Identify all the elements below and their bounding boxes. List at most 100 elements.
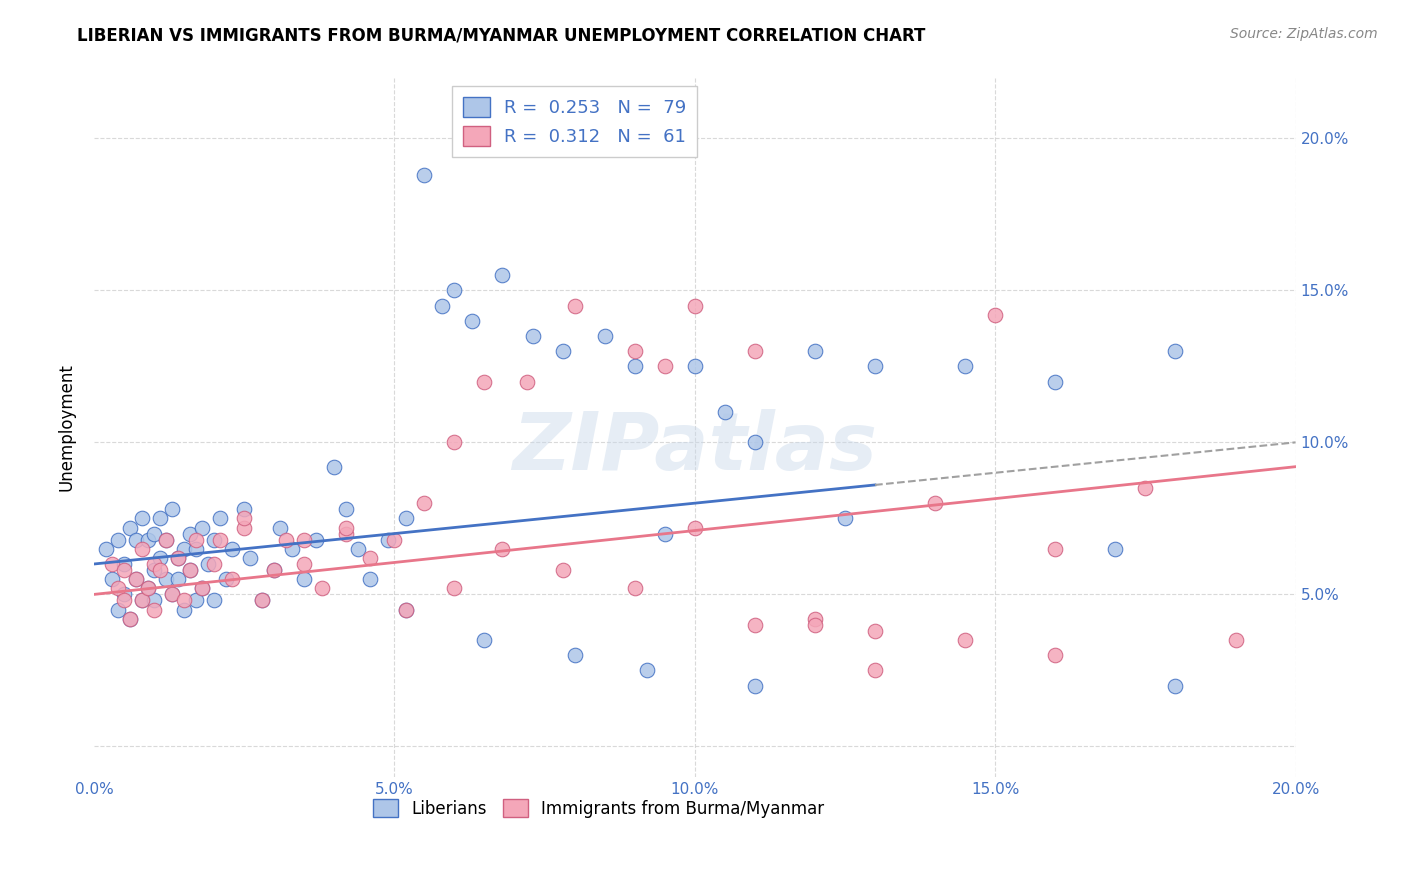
Point: [804, 344, 827, 359]
Point: [953, 633, 976, 648]
Point: [94, 541, 117, 556]
Point: [202, 533, 225, 547]
Point: [1045, 541, 1067, 556]
Point: [323, 459, 346, 474]
Point: [491, 541, 513, 556]
Point: [377, 533, 399, 547]
Point: [239, 550, 262, 565]
Point: [522, 329, 544, 343]
Point: [191, 582, 214, 596]
Point: [636, 664, 658, 678]
Point: [160, 587, 183, 601]
Point: [233, 502, 256, 516]
Point: [143, 593, 166, 607]
Point: [335, 520, 357, 534]
Point: [443, 582, 465, 596]
Point: [209, 511, 232, 525]
Point: [1164, 679, 1187, 693]
Point: [191, 582, 214, 596]
Point: [202, 557, 225, 571]
Point: [107, 582, 129, 596]
Point: [179, 563, 201, 577]
Point: [136, 582, 159, 596]
Point: [136, 582, 159, 596]
Point: [101, 557, 124, 571]
Point: [125, 572, 148, 586]
Point: [863, 359, 886, 374]
Point: [654, 526, 676, 541]
Point: [221, 541, 243, 556]
Point: [1045, 648, 1067, 663]
Point: [924, 496, 946, 510]
Point: [179, 563, 201, 577]
Point: [112, 587, 135, 601]
Point: [233, 511, 256, 525]
Point: [335, 526, 357, 541]
Point: [112, 563, 135, 577]
Point: [804, 617, 827, 632]
Point: [173, 593, 195, 607]
Point: [623, 344, 645, 359]
Point: [179, 526, 201, 541]
Point: [335, 502, 357, 516]
Point: [281, 541, 304, 556]
Point: [461, 314, 484, 328]
Point: [250, 593, 273, 607]
Point: [443, 435, 465, 450]
Point: [112, 557, 135, 571]
Point: [623, 582, 645, 596]
Point: [744, 435, 766, 450]
Point: [292, 557, 315, 571]
Point: [167, 572, 190, 586]
Point: [515, 375, 537, 389]
Point: [101, 572, 124, 586]
Point: [155, 572, 177, 586]
Point: [551, 344, 574, 359]
Point: [863, 624, 886, 638]
Point: [131, 511, 153, 525]
Point: [155, 533, 177, 547]
Point: [143, 602, 166, 616]
Point: [953, 359, 976, 374]
Text: Source: ZipAtlas.com: Source: ZipAtlas.com: [1230, 27, 1378, 41]
Point: [215, 572, 238, 586]
Point: [173, 602, 195, 616]
Point: [413, 496, 436, 510]
Point: [984, 308, 1007, 322]
Point: [276, 533, 298, 547]
Point: [118, 520, 141, 534]
Point: [184, 533, 207, 547]
Point: [250, 593, 273, 607]
Point: [1104, 541, 1126, 556]
Point: [564, 648, 586, 663]
Point: [683, 520, 706, 534]
Point: [305, 533, 328, 547]
Point: [1225, 633, 1247, 648]
Point: [167, 550, 190, 565]
Point: [149, 563, 172, 577]
Point: [347, 541, 370, 556]
Point: [382, 533, 405, 547]
Point: [359, 550, 381, 565]
Point: [125, 572, 148, 586]
Point: [221, 572, 243, 586]
Point: [136, 533, 159, 547]
Point: [107, 533, 129, 547]
Point: [191, 520, 214, 534]
Point: [233, 520, 256, 534]
Point: [131, 593, 153, 607]
Text: LIBERIAN VS IMMIGRANTS FROM BURMA/MYANMAR UNEMPLOYMENT CORRELATION CHART: LIBERIAN VS IMMIGRANTS FROM BURMA/MYANMA…: [77, 27, 925, 45]
Legend: Liberians, Immigrants from Burma/Myanmar: Liberians, Immigrants from Burma/Myanmar: [366, 792, 831, 824]
Point: [118, 612, 141, 626]
Point: [143, 563, 166, 577]
Point: [160, 502, 183, 516]
Point: [1045, 375, 1067, 389]
Point: [474, 375, 496, 389]
Point: [149, 550, 172, 565]
Point: [209, 533, 232, 547]
Point: [564, 299, 586, 313]
Point: [395, 511, 418, 525]
Point: [269, 520, 291, 534]
Point: [593, 329, 616, 343]
Point: [112, 593, 135, 607]
